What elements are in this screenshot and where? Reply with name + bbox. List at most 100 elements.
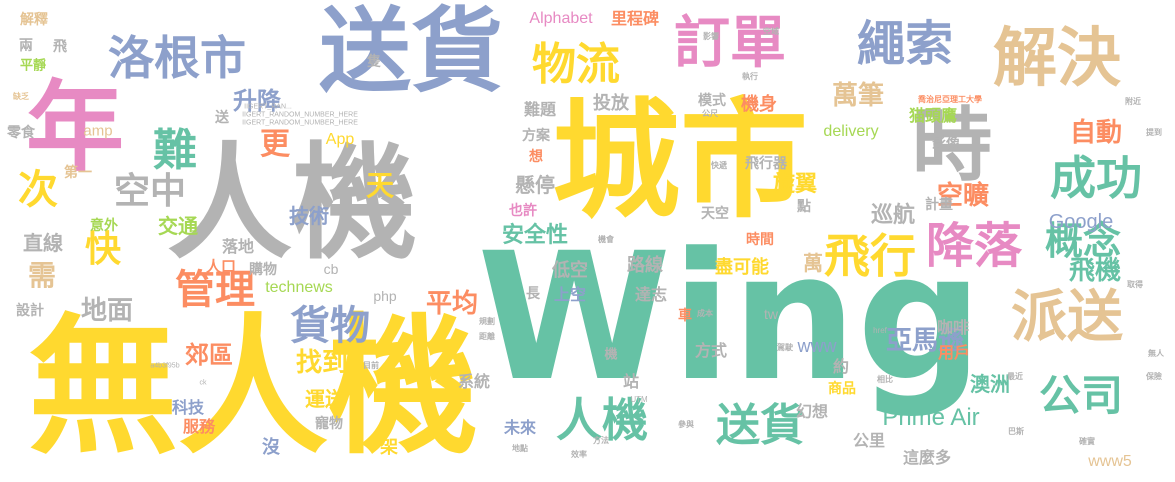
word-fang-fa: 方法	[593, 436, 609, 445]
word-ji-hui: 機會	[598, 235, 614, 244]
word-song-huo-small: 送貨	[716, 400, 804, 451]
word-zhi-xian: 直線	[23, 231, 63, 255]
word-luo-di: 落地	[221, 237, 255, 256]
word-zhi: 隻	[367, 54, 381, 70]
word-zhao-dao: 找到	[295, 348, 349, 378]
word-xu: 需	[27, 259, 57, 292]
word-yi-wai: 意外	[90, 218, 118, 234]
word-ao-zhou: 澳洲	[970, 372, 1010, 396]
word-kong-zhong: 空中	[113, 171, 187, 212]
word-qu-de: 取得	[1127, 280, 1143, 289]
word-wan: 萬	[803, 251, 823, 275]
word-jin-ke-neng: 盡可能	[715, 257, 769, 278]
word-app: App	[325, 131, 355, 148]
word-fei-xing: 飛行	[824, 229, 916, 283]
word-jiao-tong: 交通	[158, 214, 198, 238]
word-ping-jing: 平靜	[19, 58, 47, 74]
word-jia-shi: 駕駛	[777, 343, 793, 352]
word-nan-ti: 難題	[523, 100, 557, 119]
word-gui-hua: 規劃	[479, 317, 495, 326]
word-jie-jue: 解決	[993, 22, 1121, 96]
word-mei: 沒	[262, 437, 280, 458]
word-gong-li: 公里	[852, 431, 886, 450]
word-a4b3f95b: a4b3f95b	[150, 362, 180, 370]
word-zi-dong: 自動	[1069, 118, 1123, 148]
word-an-quan-xing: 安全性	[501, 223, 569, 248]
word-mu-qian: 目前	[363, 361, 379, 370]
word-que-fa: 缺乏	[13, 92, 29, 101]
word-gai-nian: 概念	[1044, 219, 1122, 263]
word-pai-song: 派送	[1011, 285, 1123, 350]
word-iigert-ran: IIGERT_RAN...	[244, 103, 292, 111]
word-da-zhi: 達志	[634, 285, 668, 304]
word-jiao-qu: 郊區	[185, 341, 233, 369]
word-ye-xu: 也許	[509, 203, 537, 219]
word-fang-shi: 方式	[694, 341, 728, 360]
word-fei: 飛	[53, 39, 67, 55]
word-bao-xian: 保險	[1146, 372, 1162, 381]
word-gou-wu: 購物	[249, 262, 277, 278]
word-shi: 時	[912, 99, 992, 192]
word-ren-kou: 人口	[205, 257, 237, 276]
word-di-kong: 低空	[552, 260, 588, 281]
word-nan: 難	[153, 125, 197, 176]
word-geng: 更	[260, 127, 290, 162]
word-xuan-ting: 懸停	[515, 173, 555, 197]
word-cheng-ben: 成本	[697, 309, 713, 318]
word-jie-shi: 解釋	[20, 12, 48, 28]
word-ying-xiang-small: 影響	[703, 32, 719, 41]
word-ying-xiang: 影像	[932, 136, 960, 152]
word-kuai: 快	[84, 229, 122, 270]
word-fu-jin: 附近	[1125, 97, 1141, 106]
word-iigert-random-2: IIGERT_RANDOM_NUMBER_HERE	[242, 119, 358, 127]
word-che: 車	[678, 308, 692, 324]
word-luo-gen-shi: 洛根市	[108, 31, 246, 85]
word-wu-ren: 無人	[1148, 349, 1164, 358]
word-cheng-shi: 城市	[551, 87, 809, 236]
word-ci: 次	[18, 167, 58, 213]
word-wei-lai: 未來	[503, 418, 537, 437]
word-wu-ren-ji: 無人機	[27, 301, 479, 475]
word-di-yi: 第一	[64, 165, 92, 181]
word-utm: UTM	[630, 395, 648, 404]
word-dian: 點	[797, 199, 811, 215]
word-ji-shen: 機身	[741, 94, 777, 115]
word-prime-air: Prime Air	[882, 404, 980, 431]
word-di-mian: 地面	[80, 296, 134, 326]
word-fei-ji: 飛機	[1068, 256, 1122, 286]
word-xiang: 想	[529, 149, 543, 165]
word-wan-bi: 萬筆	[831, 81, 885, 111]
word-song: 送	[215, 110, 229, 126]
word-kong-kuang: 空曠	[936, 181, 990, 211]
word-fu-wu: 服務	[182, 417, 216, 436]
word-kong-yu: 空域	[763, 27, 779, 36]
word-technews: technews	[265, 279, 333, 296]
word-li-cheng-bei: 里程碑	[610, 9, 660, 28]
word-zui-jin: 最近	[1007, 372, 1023, 381]
word-iigert-random-1: IIGERT_RANDOM_NUMBER_HERE	[242, 111, 358, 119]
word-song-huo: 送貨	[318, 0, 504, 105]
word-ren-ji-small: 人機	[556, 393, 648, 447]
word-georgia-tech: 喬治尼亞理工大學	[918, 95, 982, 104]
word-shang-kong: 上空	[553, 285, 587, 304]
word-google: Google	[1048, 211, 1114, 233]
word-ding-dan: 訂單	[674, 11, 786, 76]
word-alphabet: Alphabet	[529, 10, 593, 27]
word-guan-li: 管理	[175, 267, 255, 313]
word-ren-ji: 人機	[167, 131, 417, 277]
word-delivery: delivery	[823, 123, 879, 140]
word-xi-tong: 系統	[457, 372, 491, 391]
word-liang: 兩	[19, 38, 33, 54]
word-php: php	[373, 288, 397, 304]
word-yong-hu: 用戶	[937, 343, 971, 362]
word-ping-jun: 平均	[425, 289, 479, 319]
word-que-shi: 確實	[1079, 437, 1095, 446]
word-huo-wu: 貨物	[290, 303, 370, 349]
word-sheng-suo: 繩索	[856, 16, 954, 72]
word-www5: www5	[1088, 453, 1132, 470]
word-xiao-lv: 效率	[571, 450, 587, 459]
word-ji: 機	[604, 347, 618, 363]
word-huan-xiang: 幻想	[795, 402, 829, 421]
word-fang-an: 方案	[522, 128, 550, 144]
word-ya-ma-xun: 亞馬遜	[885, 326, 965, 356]
